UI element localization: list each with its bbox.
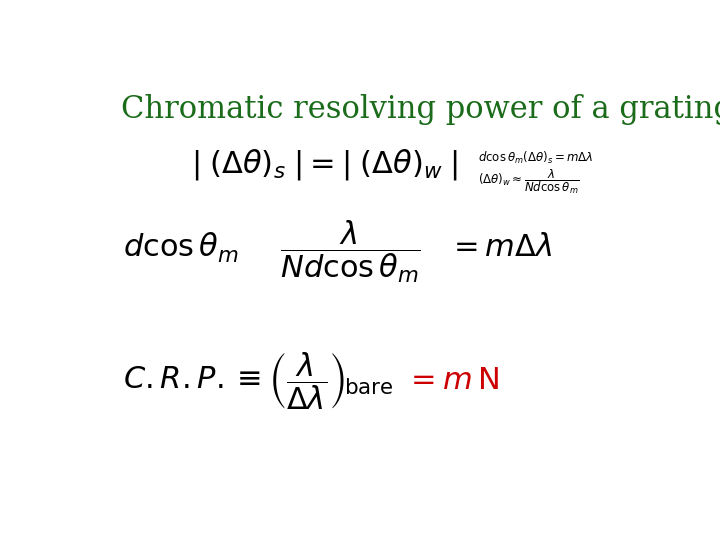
Text: $C.R.P. \equiv \left(\dfrac{\lambda}{\Delta\lambda}\right)_{\!\mathrm{bare}}$: $C.R.P. \equiv \left(\dfrac{\lambda}{\De…	[124, 350, 394, 411]
Text: $(\Delta\theta)_w \approx \dfrac{\lambda}{Nd\cos\theta_m}$: $(\Delta\theta)_w \approx \dfrac{\lambda…	[478, 167, 580, 195]
Text: $|\;(\Delta\theta)_s\;|=|\;(\Delta\theta)_w\;|$: $|\;(\Delta\theta)_s\;|=|\;(\Delta\theta…	[191, 147, 458, 182]
Text: $d\cos\theta_m \;\;\;\;\; \dfrac{\lambda}{Nd\cos\theta_m} \;\;\; = m\Delta\lambd: $d\cos\theta_m \;\;\;\;\; \dfrac{\lambda…	[124, 219, 553, 285]
Text: $d\cos\theta_m(\Delta\theta)_s = m\Delta\lambda$: $d\cos\theta_m(\Delta\theta)_s = m\Delta…	[478, 150, 593, 166]
Text: $= m\, \mathrm{N}$: $= m\, \mathrm{N}$	[405, 365, 499, 396]
Text: Chromatic resolving power of a grating: Chromatic resolving power of a grating	[121, 94, 720, 125]
